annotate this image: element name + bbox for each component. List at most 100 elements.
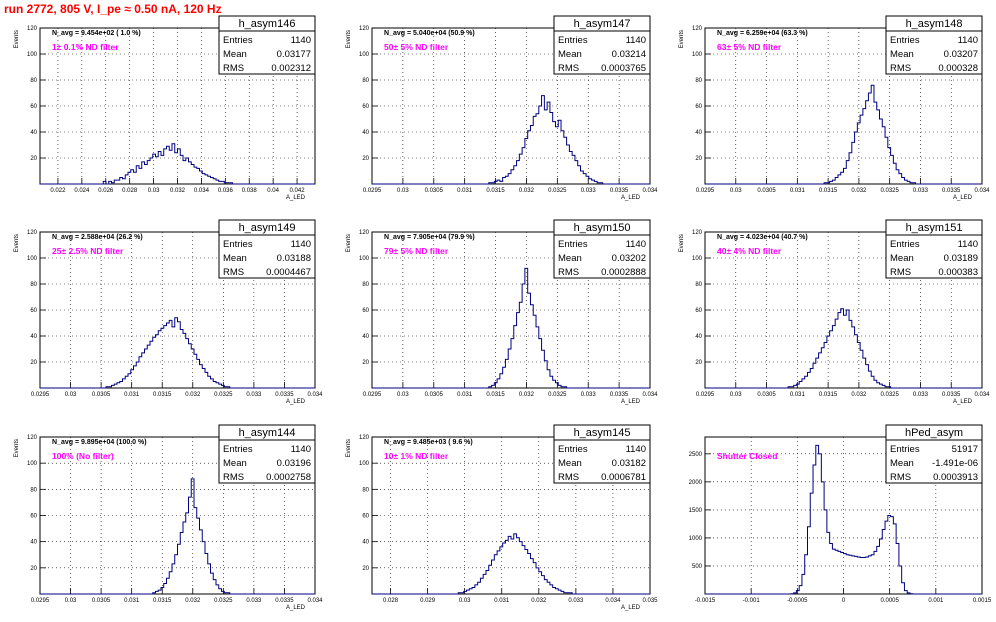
x-tick-label: 0.0325 [214, 598, 233, 604]
filter-label: 63± 5% ND filter [717, 42, 782, 52]
x-tick-label: 0.031 [790, 392, 806, 398]
x-tick-label: 0.0305 [425, 392, 444, 398]
y-tick-label: 100 [692, 256, 703, 262]
x-tick-label: 0.0315 [819, 188, 838, 194]
x-tick-label: 0.034 [974, 188, 990, 194]
stats-key: Mean [558, 458, 582, 469]
x-tick-label: 0.034 [642, 188, 658, 194]
x-axis-label: A_LED [953, 195, 973, 201]
x-tick-label: 0.0325 [548, 188, 567, 194]
y-tick-label: 2500 [689, 452, 703, 458]
stats-box [885, 219, 983, 279]
y-tick-label: 500 [692, 564, 703, 570]
stats-value: 0.0004467 [266, 267, 311, 278]
stats-value: 0.0002758 [266, 472, 311, 483]
y-tick-label: 40 [362, 130, 369, 136]
x-axis-label: A_LED [953, 399, 973, 405]
stats-title: h_asym144 [239, 427, 296, 439]
panel-h_asym145: 0.028 0.029 0.03 0.031 0.032 0.033 0.034 0.035 2… [346, 424, 658, 611]
panel-h_asym147: 0.0295 0.03 0.0305 0.031 0.0315 0.032 0.0325 0.… [346, 15, 658, 201]
y-tick-label: 120 [27, 435, 38, 441]
panel-h_asym151: 0.0295 0.03 0.0305 0.031 0.0315 0.032 0.0325 0.… [679, 219, 990, 405]
y-tick-label: 120 [359, 230, 370, 236]
y-tick-label: 80 [362, 487, 369, 493]
stats-box [885, 424, 983, 484]
x-tick-label: 0.031 [457, 188, 473, 194]
stats-title: h_asym149 [239, 222, 296, 234]
stats-key: Entries [558, 444, 588, 455]
stats-title: h_asym150 [574, 222, 631, 234]
stats-box [553, 424, 651, 484]
x-tick-label: 0.029 [420, 598, 436, 604]
x-tick-label: 0.0015 [973, 598, 992, 604]
stats-value: 1140 [291, 444, 311, 455]
filter-label: 10± 1% ND filter [384, 451, 449, 461]
stats-key: RMS [890, 472, 911, 483]
stats-value: 0.03177 [277, 49, 311, 60]
stats-title: h_asym146 [239, 18, 296, 30]
stats-title: h_asym147 [574, 18, 631, 30]
run-title: run 2772, 805 V, I_pe ≈ 0.50 nA, 120 Hz [4, 2, 222, 16]
x-tick-label: 0.0315 [153, 392, 172, 398]
y-axis-label: Events [346, 234, 352, 252]
x-tick-label: 0.033 [581, 392, 597, 398]
x-tick-label: 0.031 [124, 598, 140, 604]
y-tick-label: 20 [30, 360, 37, 366]
y-tick-label: 1500 [689, 508, 703, 514]
x-tick-label: 0.03 [730, 392, 742, 398]
histogram-series [372, 533, 650, 595]
y-tick-label: 80 [30, 487, 37, 493]
panel-hPed_asym: -0.0015 -0.001 -0.0005 0 0.0005 0.001 0.0015 50… [689, 424, 992, 604]
y-tick-label: 80 [30, 78, 37, 84]
y-tick-label: 120 [27, 26, 38, 32]
y-axis-label: Events [679, 234, 685, 252]
x-tick-label: 0.0305 [757, 392, 776, 398]
y-tick-label: 20 [695, 360, 702, 366]
stats-value: 0.0003913 [933, 472, 978, 483]
stats-value: 0.0006781 [601, 472, 646, 483]
y-axis-label: Events [14, 30, 20, 48]
x-tick-label: 0.033 [913, 188, 929, 194]
stats-title: h_asym145 [574, 427, 631, 439]
x-tick-label: 0.0325 [548, 392, 567, 398]
y-tick-label: 2000 [689, 480, 703, 486]
x-tick-label: 0.028 [383, 598, 399, 604]
x-tick-label: 0.0335 [275, 392, 294, 398]
stats-box [218, 219, 316, 279]
filter-label: Shutter Closed [717, 451, 777, 461]
x-tick-label: 0.026 [98, 188, 114, 194]
n-avg-label: N_avg = 6.259e+04 (63.3 %) [717, 30, 808, 37]
filter-label: 100% (No filter) [52, 451, 114, 461]
stats-key: Mean [223, 253, 247, 264]
stats-key: RMS [558, 267, 579, 278]
x-tick-label: 0.032 [170, 188, 186, 194]
x-tick-label: 0.032 [185, 392, 201, 398]
x-tick-label: 0.03 [148, 188, 160, 194]
y-tick-label: 100 [692, 52, 703, 58]
filter-label: 40± 4% ND filter [717, 246, 782, 256]
panel-h_asym149: 0.0295 0.03 0.0305 0.031 0.0315 0.032 0.0325 0.… [14, 219, 323, 405]
stats-key: RMS [223, 472, 244, 483]
y-tick-label: 60 [362, 308, 369, 314]
y-tick-label: 40 [695, 334, 702, 340]
y-tick-label: 60 [30, 308, 37, 314]
x-tick-label: 0.032 [519, 188, 535, 194]
x-axis-label: A_LED [621, 195, 641, 201]
y-axis-label: Events [346, 439, 352, 457]
y-tick-label: 100 [27, 461, 38, 467]
x-tick-label: 0.031 [790, 188, 806, 194]
n-avg-label: N_avg = 4.023e+04 (40.7 %) [717, 234, 808, 241]
y-axis-label: Events [14, 439, 20, 457]
x-tick-label: 0.042 [290, 188, 306, 194]
n-avg-label: N_avg = 2.588e+04 (26.2 %) [52, 234, 143, 241]
stats-box [885, 15, 983, 75]
y-tick-label: 40 [362, 540, 369, 546]
filter-label: 25± 2.5% ND filter [52, 246, 124, 256]
y-tick-label: 60 [30, 514, 37, 520]
x-tick-label: 0.038 [242, 188, 258, 194]
stats-value: 1140 [958, 239, 978, 250]
x-tick-label: 0.0295 [31, 598, 50, 604]
y-axis-label: Events [346, 30, 352, 48]
y-axis-label: Events [14, 234, 20, 252]
y-axis-label: Events [679, 30, 685, 48]
